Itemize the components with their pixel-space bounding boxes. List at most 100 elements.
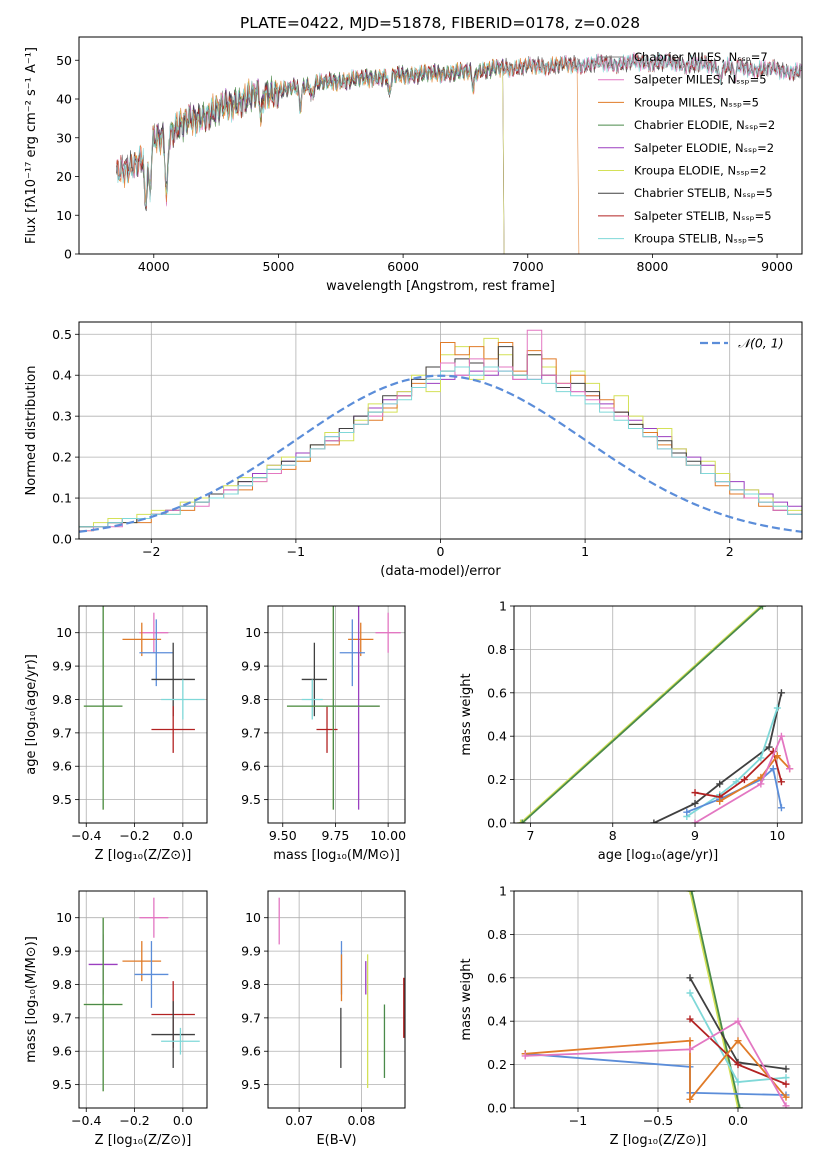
x-tick-label: 0.08 — [347, 1113, 375, 1128]
y-tick-label: 9.7 — [52, 725, 72, 740]
y-tick-label: 9.9 — [52, 659, 72, 674]
y-axis-label: mass weight — [459, 673, 474, 755]
y-tick-label: 10 — [56, 910, 72, 925]
residuals-frame — [78, 321, 803, 540]
data-point — [134, 941, 169, 1008]
x-tick-label: −0.2 — [119, 828, 149, 843]
weight-marker — [734, 1017, 742, 1025]
data-point — [286, 606, 380, 810]
x-tick-label: −0.4 — [71, 1113, 101, 1128]
spectrum-series-group — [116, 52, 802, 254]
weight-line — [689, 891, 739, 1108]
x-tick-label: 8000 — [637, 259, 669, 274]
residuals-hist-group — [79, 329, 802, 539]
histogram-series — [79, 370, 802, 539]
y-tick-label: 1 — [499, 884, 507, 899]
weight-marker — [777, 804, 785, 812]
y-tick-label: 9.6 — [52, 1044, 72, 1059]
normal-curve — [79, 374, 802, 533]
weight-marker — [782, 1080, 790, 1088]
y-tick-label: 9.5 — [52, 792, 72, 807]
y-tick-label: 0 — [64, 247, 72, 262]
weight-marker — [740, 776, 748, 784]
weight-marker — [777, 732, 785, 740]
y-tick-label: 1 — [499, 599, 507, 614]
data-point — [139, 612, 169, 653]
weight-marker — [736, 1104, 744, 1108]
weight-marker — [686, 1045, 694, 1053]
y-tick-label: 9.9 — [241, 944, 261, 959]
y-tick-label: 9.5 — [52, 1077, 72, 1092]
mass_weight_vs_age-axes: 7 8 9 10 0.0 0.2 0.4 0.6 0.8 1 age [log₁₀(age/yr)]… — [459, 599, 802, 863]
weight-marker — [691, 789, 699, 797]
age_vs_mass-points — [286, 606, 401, 810]
legend-label: Kroupa STELIB, Nₛₛₚ=5 — [634, 232, 764, 246]
mass_vs_ebv-points — [278, 897, 405, 1088]
y-tick-label: 0.4 — [52, 368, 72, 383]
x-axis-label: (data-model)/error — [380, 564, 501, 579]
weight-marker — [686, 1015, 694, 1023]
legend-label: 𝒩(0, 1) — [738, 336, 784, 351]
y-tick-label: 0.2 — [487, 1057, 507, 1072]
y-axis-label: mass weight — [459, 958, 474, 1040]
data-point — [375, 612, 401, 653]
weight-marker — [686, 1095, 694, 1103]
age_vs_z-frame — [78, 605, 208, 824]
x-axis-label: Z [log₁₀(Z/Z⊙)] — [95, 848, 192, 863]
weight-marker — [734, 1078, 742, 1086]
x-axis-label: age [log₁₀(age/yr)] — [598, 848, 719, 863]
x-tick-label: 5000 — [263, 259, 295, 274]
y-tick-label: 9.6 — [241, 759, 261, 774]
data-point — [161, 679, 205, 720]
x-tick-label: 2 — [726, 544, 734, 559]
x-tick-label: 9000 — [761, 259, 793, 274]
mass_weight_vs_z-series — [521, 891, 790, 1108]
y-tick-label: 9.8 — [52, 977, 72, 992]
x-tick-label: 8 — [609, 828, 617, 843]
weight-marker — [757, 780, 765, 788]
weight-marker — [683, 808, 691, 816]
weight-marker — [765, 743, 773, 751]
x-tick-label: 0.07 — [285, 1113, 313, 1128]
x-tick-label: 7 — [526, 828, 534, 843]
age_vs_mass-axes: 9.50 9.75 10.00 9.5 9.6 9.7 9.8 9.9 10 mass [log₁… — [241, 606, 406, 863]
data-point — [151, 706, 195, 753]
legend-label: Kroupa MILES, Nₛₛₚ=5 — [634, 95, 759, 109]
x-tick-label: 0.0 — [173, 1113, 193, 1128]
y-tick-label: 0.0 — [487, 1101, 507, 1116]
weight-marker — [518, 819, 526, 823]
y-tick-label: 9.7 — [241, 1010, 261, 1025]
weight-line — [690, 891, 741, 1108]
histogram-series — [79, 366, 802, 539]
mass_vs_ebv-axes: 0.07 0.08 9.5 9.6 9.7 9.8 9.9 10 E(B-V) — [241, 891, 405, 1148]
x-axis-label: E(B-V) — [316, 1133, 356, 1148]
spectrum-line — [116, 52, 802, 208]
data-point — [139, 619, 174, 687]
x-tick-label: −0.2 — [119, 1113, 149, 1128]
weight-marker — [782, 1065, 790, 1073]
data-point — [161, 1027, 200, 1055]
spectrum-line — [116, 56, 580, 254]
x-tick-label: 9.75 — [322, 828, 350, 843]
y-tick-label: 9.5 — [241, 1077, 261, 1092]
y-tick-label: 9.8 — [52, 692, 72, 707]
x-axis-label: Z [log₁₀(Z/Z⊙)] — [95, 1133, 192, 1148]
y-tick-label: 0.0 — [487, 816, 507, 831]
spectrum-axes: 4000 5000 6000 7000 8000 9000 0 10 20 30 40 50 wavel… — [24, 47, 793, 294]
legend-label: Salpeter ELODIE, Nₛₛₚ=2 — [634, 141, 774, 155]
y-tick-label: 0.2 — [487, 772, 507, 787]
x-tick-label: 6000 — [387, 259, 419, 274]
mass_vs_z-points — [83, 897, 200, 1092]
weight-marker — [734, 1061, 742, 1069]
y-axis-label: age [log₁₀(age/yr)] — [24, 654, 39, 775]
x-tick-label: 9.50 — [269, 828, 297, 843]
y-tick-label: 9.7 — [241, 725, 261, 740]
x-tick-label: −1 — [287, 544, 305, 559]
data-point — [339, 619, 365, 687]
data-point — [316, 706, 338, 753]
x-axis-label: wavelength [Angstrom, rest frame] — [326, 279, 555, 294]
data-point — [122, 941, 162, 982]
weight-marker — [734, 1037, 742, 1045]
x-tick-label: 10 — [769, 828, 785, 843]
x-tick-label: 0.0 — [173, 828, 193, 843]
